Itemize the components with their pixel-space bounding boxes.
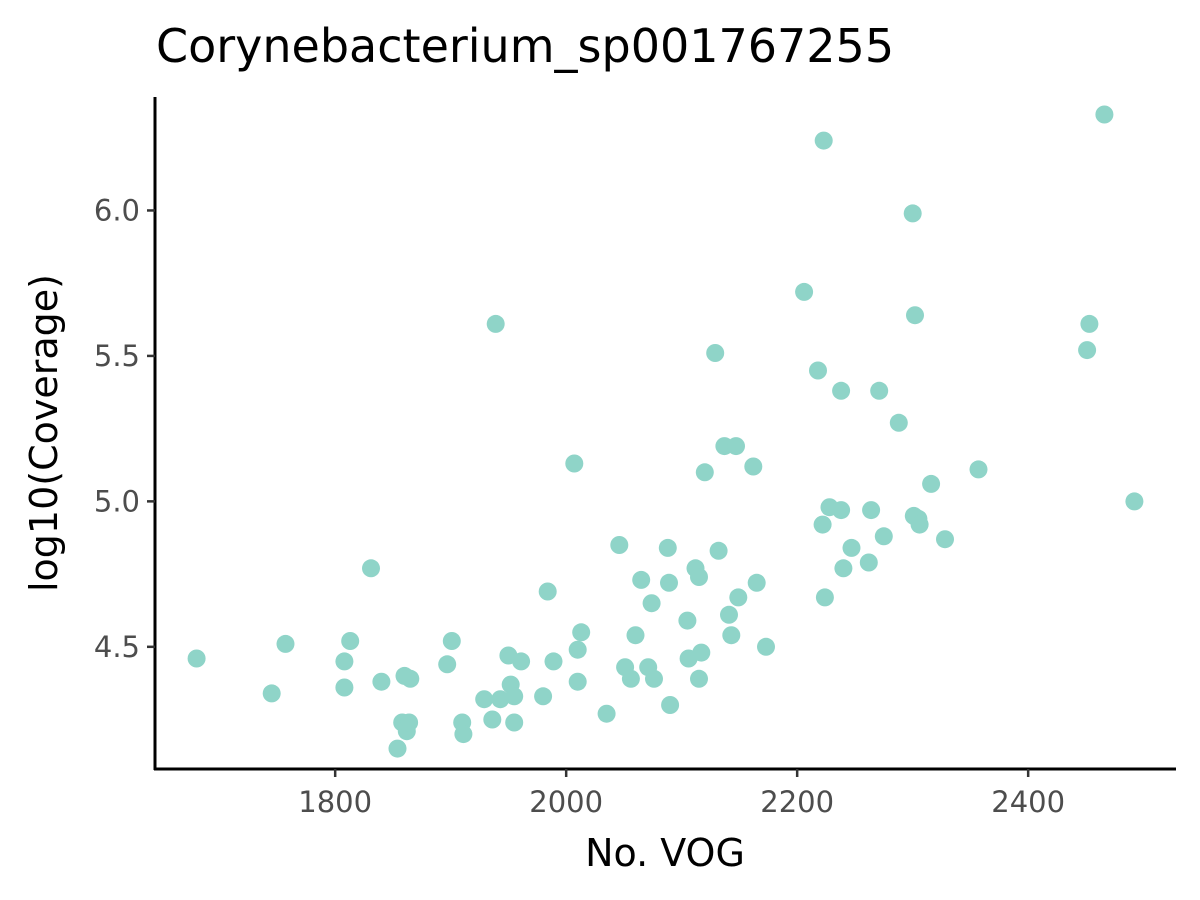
data-point-86 (1078, 341, 1097, 360)
data-point-37 (621, 669, 640, 688)
x-tick-label-0: 1800 (298, 785, 372, 819)
data-point-54 (709, 541, 728, 560)
data-point-33 (572, 623, 591, 642)
data-point-15 (442, 632, 461, 650)
data-point-60 (744, 457, 763, 476)
data-point-20 (486, 314, 505, 333)
data-point-69 (832, 381, 851, 400)
data-point-73 (859, 553, 878, 572)
data-point-82 (910, 515, 929, 534)
y-tick-label-2: 5.5 (94, 339, 140, 373)
data-point-38 (626, 626, 645, 645)
data-point-67 (815, 588, 834, 607)
data-point-18 (475, 690, 494, 709)
x-axis-ticks: 1800 2000 2200 2400 (298, 769, 1065, 819)
x-axis-title: No. VOG (585, 831, 745, 875)
data-point-39 (632, 570, 651, 589)
y-tick-label-3: 6.0 (94, 193, 140, 227)
data-point-17 (454, 725, 473, 744)
data-point-49 (690, 568, 708, 586)
data-point-71 (834, 559, 853, 578)
data-point-5 (341, 632, 360, 650)
data-point-61 (747, 573, 766, 592)
x-tick-label-3: 2400 (991, 785, 1065, 819)
data-point-2 (276, 634, 295, 653)
data-point-21 (491, 690, 510, 709)
data-point-70 (832, 501, 851, 520)
data-point-27 (534, 687, 553, 706)
data-point-76 (874, 527, 893, 546)
chart-title: Corynebacterium_sp001767255 (156, 19, 894, 73)
data-point-80 (906, 306, 924, 325)
data-point-12 (400, 713, 419, 732)
data-point-78 (903, 204, 922, 223)
data-point-43 (658, 538, 677, 557)
points-layer (187, 105, 1144, 758)
y-tick-label-0: 4.5 (94, 630, 140, 664)
y-axis-title: log10(Coverage) (22, 274, 66, 592)
data-point-52 (695, 463, 714, 482)
data-point-8 (388, 739, 407, 758)
y-tick-label-1: 5.0 (94, 484, 140, 518)
data-point-59 (729, 588, 748, 607)
data-point-14 (438, 655, 457, 674)
data-point-46 (678, 611, 697, 630)
data-point-89 (1125, 492, 1144, 511)
data-point-75 (870, 381, 889, 400)
data-point-34 (597, 704, 616, 723)
data-point-50 (690, 669, 708, 688)
data-point-88 (1095, 105, 1114, 124)
data-point-13 (401, 669, 420, 688)
data-point-65 (813, 515, 832, 534)
data-point-32 (568, 640, 587, 659)
data-point-77 (889, 413, 908, 432)
data-point-74 (862, 501, 881, 520)
x-tick-label-1: 2000 (529, 785, 603, 819)
data-point-42 (645, 669, 663, 688)
data-point-26 (512, 652, 531, 671)
data-point-66 (814, 131, 833, 150)
data-point-56 (720, 605, 738, 624)
data-point-19 (483, 710, 502, 729)
data-point-24 (505, 687, 524, 706)
data-point-44 (660, 573, 678, 592)
data-point-57 (722, 626, 741, 645)
data-point-84 (936, 530, 954, 549)
data-point-35 (610, 536, 629, 554)
data-point-7 (372, 672, 391, 691)
data-point-72 (842, 538, 861, 557)
data-point-83 (922, 474, 941, 493)
data-point-51 (692, 643, 711, 662)
data-point-1 (262, 684, 281, 703)
x-tick-label-2: 2200 (760, 785, 834, 819)
data-point-62 (757, 637, 775, 656)
data-point-45 (661, 696, 680, 714)
data-point-6 (362, 559, 380, 578)
data-point-29 (544, 652, 563, 671)
data-point-85 (969, 460, 988, 479)
data-point-31 (568, 672, 587, 691)
y-axis-ticks: 4.5 5.0 5.5 6.0 (94, 193, 155, 664)
data-point-41 (642, 594, 661, 613)
data-point-4 (335, 678, 354, 697)
data-point-63 (795, 282, 814, 301)
data-point-0 (187, 649, 206, 668)
data-point-53 (706, 344, 725, 362)
data-point-87 (1080, 314, 1099, 333)
data-point-28 (538, 582, 557, 601)
data-point-58 (727, 437, 745, 456)
data-point-64 (809, 361, 827, 380)
data-point-30 (565, 454, 584, 473)
data-point-3 (335, 652, 354, 671)
data-point-25 (505, 713, 524, 732)
